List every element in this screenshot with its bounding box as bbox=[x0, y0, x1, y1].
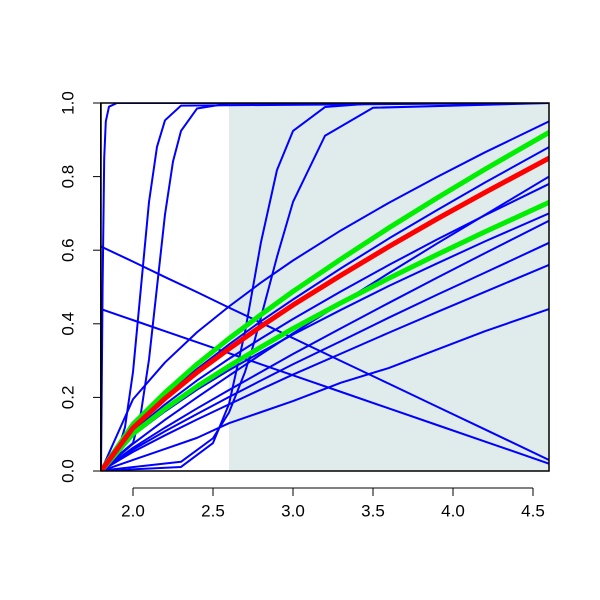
series-line bbox=[101, 245, 549, 461]
axes-layer: 0.0 0.2 0.4 0.6 0.8 1.0 2.0 2.5 3.0 3.5 4.0 4.5 bbox=[58, 91, 550, 520]
series-line bbox=[101, 241, 549, 471]
series-line bbox=[101, 219, 549, 471]
series-line bbox=[101, 103, 549, 471]
series-line bbox=[101, 263, 549, 471]
series-line bbox=[101, 182, 549, 471]
x-tick-label: 3.0 bbox=[281, 501, 305, 520]
series-line bbox=[101, 199, 549, 471]
y-tick-label: 0.8 bbox=[58, 165, 77, 189]
series-line bbox=[101, 308, 549, 465]
y-tick-label: 0.2 bbox=[58, 386, 77, 410]
series-line bbox=[101, 308, 549, 471]
series-line bbox=[101, 155, 549, 471]
y-tick-label: 0.0 bbox=[58, 459, 77, 483]
x-tick-label: 2.0 bbox=[121, 501, 145, 520]
x-tick-label: 4.5 bbox=[521, 501, 545, 520]
series-line bbox=[101, 120, 549, 471]
x-tick-label: 3.5 bbox=[361, 501, 385, 520]
y-tick-label: 1.0 bbox=[58, 91, 77, 115]
y-tick-label: 0.6 bbox=[58, 238, 77, 262]
x-tick-label: 4.0 bbox=[441, 501, 465, 520]
lines-layer bbox=[101, 103, 549, 471]
series-line bbox=[101, 103, 549, 471]
x-tick-label: 2.5 bbox=[201, 501, 225, 520]
series-line bbox=[101, 129, 549, 471]
y-tick-label: 0.4 bbox=[58, 312, 77, 336]
